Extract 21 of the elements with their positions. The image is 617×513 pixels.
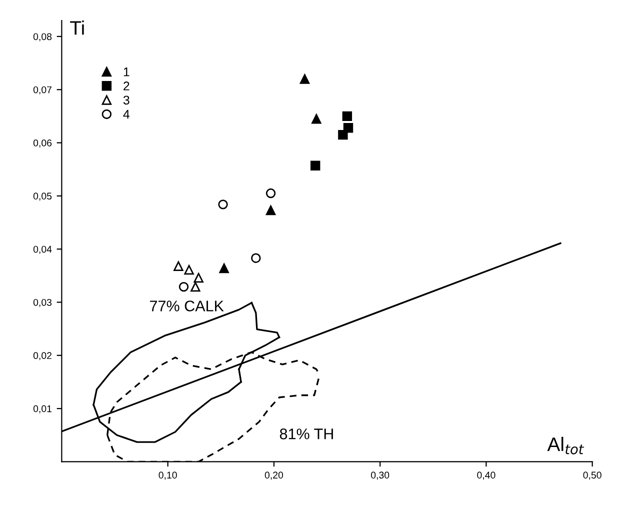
- y-tick-label: 0,04: [33, 246, 52, 254]
- y-tick-label: 0,06: [33, 140, 52, 148]
- y-axis-title: Ti: [70, 20, 84, 35]
- y-tick-label: 0,02: [33, 352, 52, 360]
- y-tick-label: 0,01: [33, 405, 52, 414]
- annotation: 77% CALK: [150, 300, 224, 312]
- x-axis-title: Al$_{tot}$: [547, 436, 584, 454]
- x-tick-label: 0,40: [477, 472, 496, 480]
- y-tick-label: 0,07: [33, 86, 52, 94]
- y-tick-label: 0,08: [33, 33, 52, 42]
- x-tick-label: 0,50: [583, 472, 602, 480]
- y-tick-label: 0,03: [33, 298, 52, 308]
- y-tick-label: 0,05: [33, 192, 52, 201]
- x-tick-label: 0,10: [158, 472, 177, 480]
- legend-label: 2: [124, 82, 130, 90]
- legend-label: 1: [124, 68, 130, 76]
- x-tick-label: 0,20: [264, 472, 284, 480]
- x-tick-label: 0,30: [370, 472, 390, 480]
- annotation: 81% TH: [280, 428, 333, 440]
- legend-label: 3: [123, 96, 130, 105]
- legend-label: 4: [123, 110, 130, 119]
